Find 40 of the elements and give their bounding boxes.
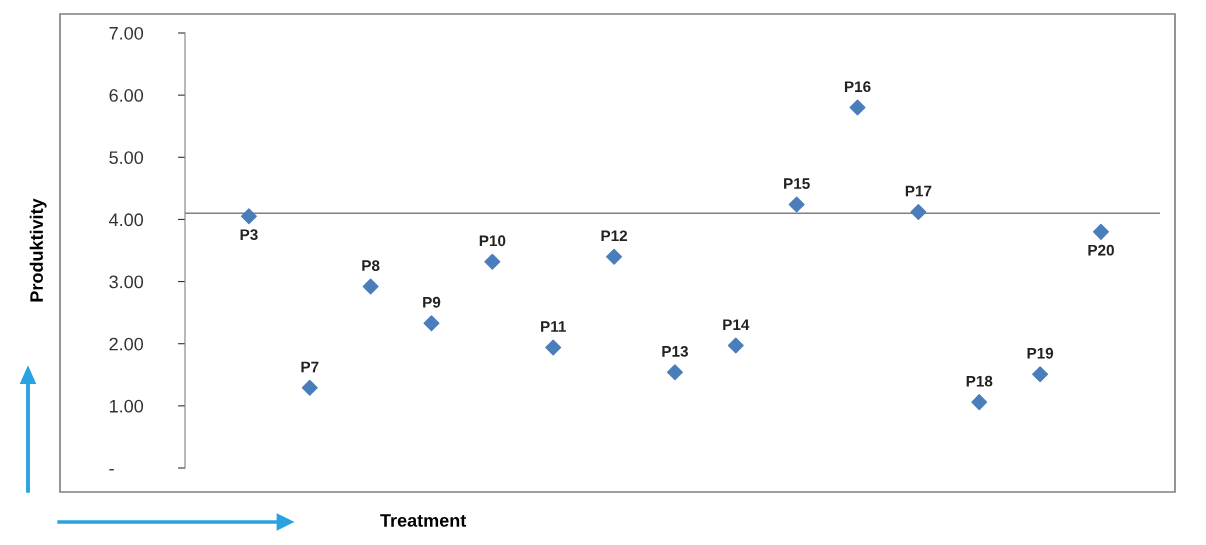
x-tick-label: P12 bbox=[601, 230, 628, 242]
x-tick-label: P8 bbox=[362, 260, 380, 272]
y-axis-title: Produktivity bbox=[29, 198, 47, 302]
x-tick-label: P20 bbox=[1088, 244, 1114, 256]
x-tick-label: P3 bbox=[240, 229, 258, 241]
point bbox=[301, 379, 318, 396]
x-tick-label: P9 bbox=[423, 296, 441, 308]
x-tick-label: P18 bbox=[966, 375, 993, 387]
point bbox=[849, 99, 866, 116]
x-tick-label: P11 bbox=[541, 321, 566, 332]
y-tick-label: 3.00 bbox=[109, 275, 144, 289]
point bbox=[788, 196, 805, 213]
point bbox=[1092, 223, 1109, 240]
y-tick-label: 1.00 bbox=[109, 399, 144, 413]
point bbox=[910, 203, 927, 220]
x-tick-label: P15 bbox=[784, 178, 810, 189]
x-tick-label: P19 bbox=[1027, 347, 1054, 359]
y-tick-label: - bbox=[109, 469, 114, 471]
y-tick-label: 4.00 bbox=[109, 213, 144, 227]
point bbox=[362, 278, 379, 295]
x-tick-label: P17 bbox=[905, 185, 932, 197]
point bbox=[1032, 366, 1049, 383]
x-tick-label: P13 bbox=[662, 345, 688, 357]
y-tick-label: 5.00 bbox=[109, 151, 144, 165]
x-tick-label: P7 bbox=[301, 361, 319, 373]
point bbox=[727, 337, 744, 354]
y-tick-label: 2.00 bbox=[109, 337, 144, 351]
point bbox=[240, 208, 257, 225]
y-tick-label: 6.00 bbox=[109, 89, 144, 102]
point bbox=[971, 394, 988, 411]
point bbox=[666, 364, 683, 381]
y-tick-label: 7.00 bbox=[109, 26, 144, 40]
point bbox=[423, 315, 440, 332]
point bbox=[484, 253, 501, 270]
point bbox=[606, 248, 623, 265]
x-tick-label: P14 bbox=[723, 319, 750, 330]
x-axis-title: Treatment bbox=[380, 514, 467, 527]
point bbox=[545, 339, 562, 356]
x-tick-label: P16 bbox=[844, 81, 871, 93]
x-tick-label: P10 bbox=[479, 235, 506, 247]
